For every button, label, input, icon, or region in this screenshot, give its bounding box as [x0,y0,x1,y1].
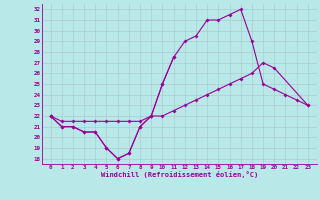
X-axis label: Windchill (Refroidissement éolien,°C): Windchill (Refroidissement éolien,°C) [100,171,258,178]
